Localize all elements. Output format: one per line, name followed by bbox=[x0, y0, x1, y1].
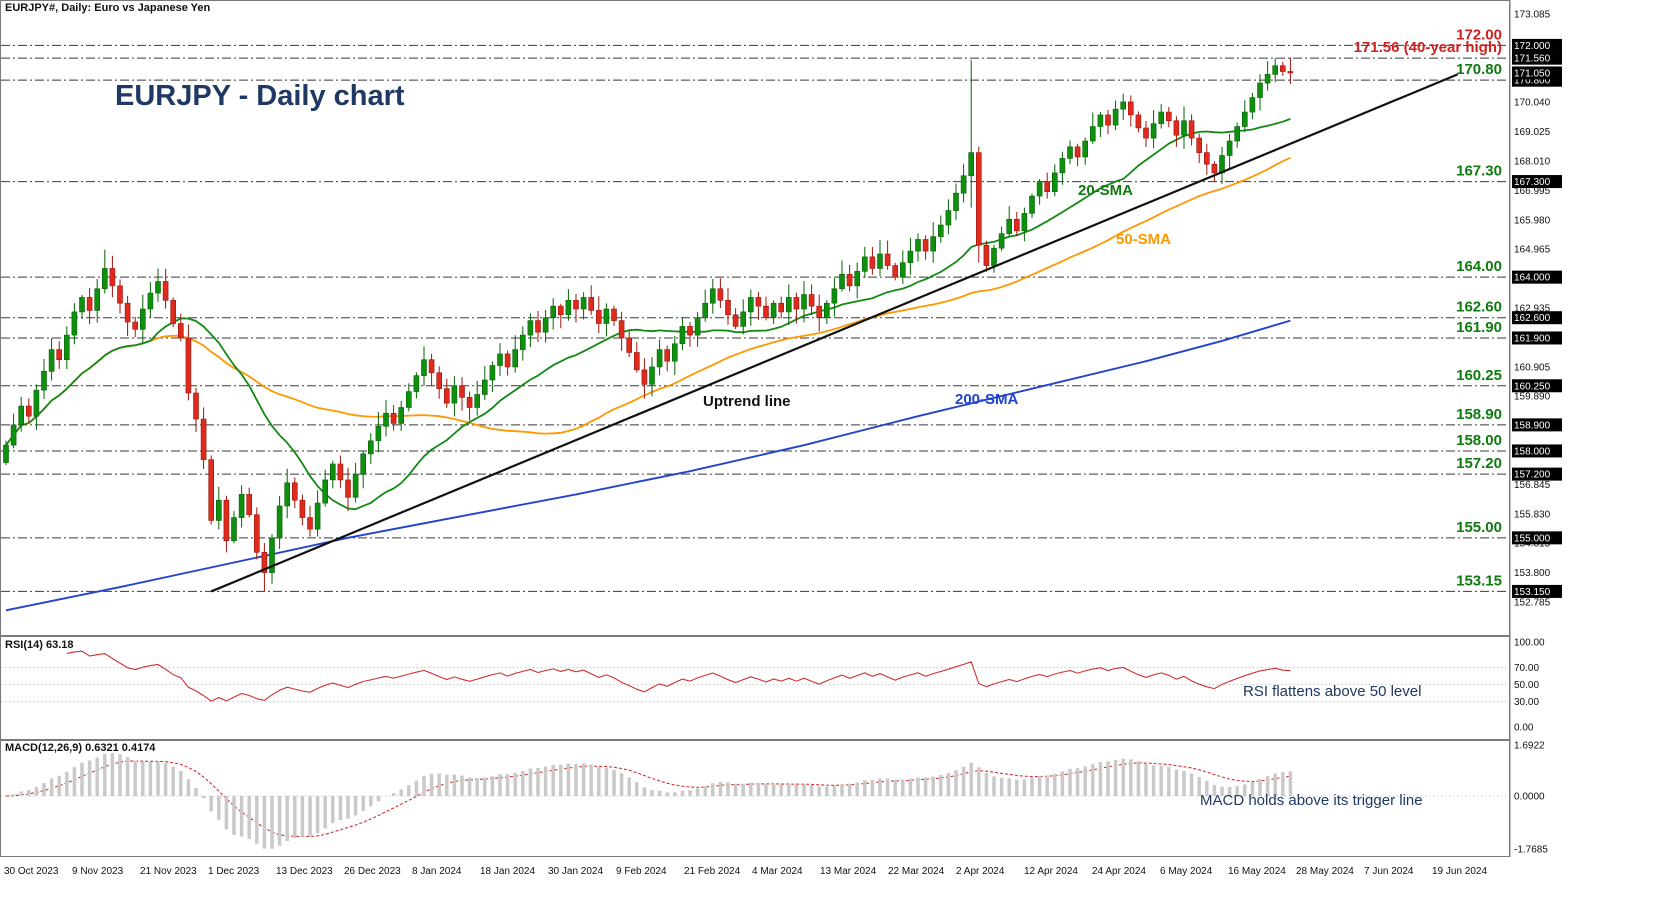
svg-text:164.965: 164.965 bbox=[1514, 245, 1551, 256]
sma200-label: 200-SMA bbox=[955, 391, 1019, 408]
svg-text:26 Dec 2023: 26 Dec 2023 bbox=[344, 866, 401, 877]
horizontal-levels[interactable] bbox=[1, 44, 1509, 592]
svg-text:6 May 2024: 6 May 2024 bbox=[1160, 866, 1213, 877]
svg-text:171.560: 171.560 bbox=[1514, 54, 1551, 65]
svg-text:158.00: 158.00 bbox=[1456, 432, 1502, 449]
svg-text:30.00: 30.00 bbox=[1514, 697, 1539, 708]
sma50-label: 50-SMA bbox=[1116, 231, 1172, 248]
svg-text:160.250: 160.250 bbox=[1514, 381, 1551, 392]
svg-text:161.90: 161.90 bbox=[1456, 319, 1502, 336]
sma20-label: 20-SMA bbox=[1078, 182, 1134, 199]
svg-text:167.30: 167.30 bbox=[1456, 163, 1502, 180]
uptrend-line[interactable] bbox=[210, 73, 1459, 593]
svg-text:153.150: 153.150 bbox=[1514, 587, 1551, 598]
svg-text:12 Apr 2024: 12 Apr 2024 bbox=[1024, 866, 1078, 877]
svg-text:158.900: 158.900 bbox=[1514, 420, 1551, 431]
svg-text:173.085: 173.085 bbox=[1514, 10, 1551, 21]
rsi-annotation: RSI flattens above 50 level bbox=[1243, 683, 1422, 700]
svg-text:100.00: 100.00 bbox=[1514, 638, 1545, 649]
sma200-line bbox=[5, 319, 1291, 612]
svg-text:162.60: 162.60 bbox=[1456, 299, 1502, 316]
svg-text:165.980: 165.980 bbox=[1514, 215, 1551, 226]
svg-text:157.20: 157.20 bbox=[1456, 455, 1502, 472]
svg-text:16 May 2024: 16 May 2024 bbox=[1228, 866, 1286, 877]
svg-text:0.0000: 0.0000 bbox=[1514, 792, 1545, 803]
svg-text:30 Oct 2023: 30 Oct 2023 bbox=[4, 866, 59, 877]
svg-text:171.050: 171.050 bbox=[1514, 68, 1551, 79]
macd-annotation: MACD holds above its trigger line bbox=[1200, 792, 1423, 809]
svg-text:28 May 2024: 28 May 2024 bbox=[1296, 866, 1354, 877]
svg-text:170.040: 170.040 bbox=[1514, 98, 1551, 109]
svg-text:50.00: 50.00 bbox=[1514, 680, 1539, 691]
svg-text:152.785: 152.785 bbox=[1514, 598, 1551, 609]
chart-title: EURJPY - Daily chart bbox=[115, 80, 405, 112]
svg-text:21 Feb 2024: 21 Feb 2024 bbox=[684, 866, 741, 877]
svg-text:172.00: 172.00 bbox=[1456, 26, 1502, 43]
svg-text:166.995: 166.995 bbox=[1514, 186, 1551, 197]
svg-text:21 Nov 2023: 21 Nov 2023 bbox=[140, 866, 197, 877]
svg-text:13 Dec 2023: 13 Dec 2023 bbox=[276, 866, 333, 877]
svg-text:19 Jun 2024: 19 Jun 2024 bbox=[1432, 866, 1487, 877]
svg-text:8 Jan 2024: 8 Jan 2024 bbox=[412, 866, 462, 877]
sma20-line bbox=[5, 118, 1291, 511]
svg-text:158.000: 158.000 bbox=[1514, 446, 1551, 457]
svg-text:170.800: 170.800 bbox=[1514, 76, 1551, 87]
svg-text:155.830: 155.830 bbox=[1514, 509, 1551, 520]
candles bbox=[3, 57, 1294, 592]
svg-text:1 Dec 2023: 1 Dec 2023 bbox=[208, 866, 260, 877]
rsi-line bbox=[66, 650, 1291, 702]
svg-text:24 Apr 2024: 24 Apr 2024 bbox=[1092, 866, 1146, 877]
svg-text:162.935: 162.935 bbox=[1514, 304, 1551, 315]
rsi-panel: 100.00 70.00 50.00 30.00 0.00 bbox=[1, 638, 1545, 734]
svg-text:170.80: 170.80 bbox=[1456, 61, 1502, 78]
svg-text:168.010: 168.010 bbox=[1514, 157, 1551, 168]
svg-text:171.56 (40-year high): 171.56 (40-year high) bbox=[1354, 39, 1502, 56]
svg-text:70.00: 70.00 bbox=[1514, 663, 1539, 674]
svg-text:9 Nov 2023: 9 Nov 2023 bbox=[72, 866, 124, 877]
macd-histogram bbox=[11, 752, 1293, 849]
svg-text:169.025: 169.025 bbox=[1514, 127, 1551, 138]
svg-text:9 Feb 2024: 9 Feb 2024 bbox=[616, 866, 667, 877]
svg-text:161.900: 161.900 bbox=[1514, 333, 1551, 344]
svg-text:160.905: 160.905 bbox=[1514, 362, 1551, 373]
sma50-line bbox=[5, 156, 1291, 446]
svg-text:158.90: 158.90 bbox=[1456, 406, 1502, 423]
svg-text:13 Mar 2024: 13 Mar 2024 bbox=[820, 866, 877, 877]
svg-text:153.15: 153.15 bbox=[1456, 572, 1502, 589]
svg-text:2 Apr 2024: 2 Apr 2024 bbox=[956, 866, 1005, 877]
rsi-panel-frame[interactable] bbox=[0, 636, 1510, 740]
svg-text:157.200: 157.200 bbox=[1514, 470, 1551, 481]
svg-text:4 Mar 2024: 4 Mar 2024 bbox=[752, 866, 803, 877]
svg-text:22 Mar 2024: 22 Mar 2024 bbox=[888, 866, 945, 877]
svg-text:164.000: 164.000 bbox=[1514, 273, 1551, 284]
svg-text:172.000: 172.000 bbox=[1514, 41, 1551, 52]
svg-text:153.800: 153.800 bbox=[1514, 568, 1551, 579]
svg-text:155.00: 155.00 bbox=[1456, 519, 1502, 536]
svg-text:7 Jun 2024: 7 Jun 2024 bbox=[1364, 866, 1414, 877]
svg-text:1.6922: 1.6922 bbox=[1514, 741, 1545, 752]
symbol-info: EURJPY#, Daily: Euro vs Japanese Yen bbox=[5, 2, 211, 14]
svg-text:0.00: 0.00 bbox=[1514, 723, 1534, 734]
svg-text:155.000: 155.000 bbox=[1514, 533, 1551, 544]
macd-indicator-label: MACD(12,26,9) 0.6321 0.4174 bbox=[5, 742, 156, 754]
svg-text:160.25: 160.25 bbox=[1456, 367, 1502, 384]
svg-text:164.00: 164.00 bbox=[1456, 258, 1502, 275]
svg-text:156.845: 156.845 bbox=[1514, 480, 1551, 491]
svg-text:167.300: 167.300 bbox=[1514, 177, 1551, 188]
rsi-indicator-label: RSI(14) 63.18 bbox=[5, 639, 74, 651]
svg-text:-1.7685: -1.7685 bbox=[1514, 845, 1548, 856]
price-axis[interactable]: 173.085 170.040 169.025 168.010 166.995 165.9… bbox=[1512, 10, 1562, 609]
svg-text:18 Jan 2024: 18 Jan 2024 bbox=[480, 866, 535, 877]
svg-text:159.890: 159.890 bbox=[1514, 392, 1551, 403]
macd-panel-frame[interactable] bbox=[0, 740, 1510, 857]
trendline-label: Uptrend line bbox=[703, 393, 791, 410]
svg-text:162.600: 162.600 bbox=[1514, 313, 1551, 324]
svg-text:30 Jan 2024: 30 Jan 2024 bbox=[548, 866, 603, 877]
time-axis[interactable]: 30 Oct 2023 9 Nov 2023 21 Nov 2023 1 Dec 20… bbox=[4, 866, 1487, 877]
